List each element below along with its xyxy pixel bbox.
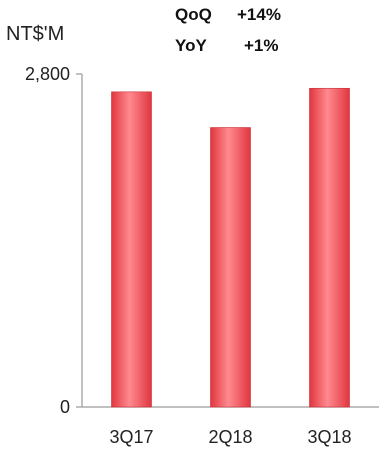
- bar-2q18: [210, 127, 251, 408]
- x-tick-label-3q17: 3Q17: [109, 427, 153, 447]
- yoy-label: YoY: [175, 36, 207, 55]
- bars-group: [111, 87, 350, 408]
- bar-3q18: [309, 87, 350, 408]
- y-tick-label-max: 2,800: [25, 64, 70, 84]
- qoq-value: +14%: [237, 5, 281, 24]
- x-tick-label-2q18: 2Q18: [208, 427, 252, 447]
- bar-3q17: [111, 91, 152, 408]
- qoq-label: QoQ: [175, 5, 212, 24]
- unit-label: NT$'M: [6, 23, 64, 45]
- x-tick-labels: 3Q17 2Q18 3Q18: [109, 427, 351, 447]
- x-tick-label-3q18: 3Q18: [307, 427, 351, 447]
- y-tick-label-zero: 0: [60, 397, 70, 417]
- yoy-value: +1%: [244, 36, 279, 55]
